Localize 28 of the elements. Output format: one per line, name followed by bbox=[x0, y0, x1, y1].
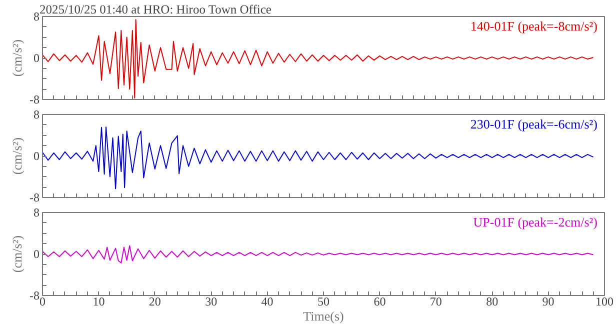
series-label: 230-01F (peak=-6cm/s²) bbox=[470, 116, 598, 132]
y-axis-title: (cm/s²) bbox=[10, 137, 25, 175]
x-tick-label: 10 bbox=[92, 294, 105, 308]
series-label: UP-01F (peak=-2cm/s²) bbox=[473, 214, 598, 230]
x-tick-label: 40 bbox=[261, 294, 274, 308]
y-tick-label: -8 bbox=[30, 190, 40, 204]
x-tick-label: 90 bbox=[542, 294, 554, 308]
series-label: 140-01F (peak=-8cm/s²) bbox=[470, 18, 598, 34]
x-tick-label: 50 bbox=[318, 294, 330, 308]
y-tick-label: -8 bbox=[30, 92, 40, 106]
line-series bbox=[42, 245, 594, 264]
x-axis-title: Time(s) bbox=[303, 308, 344, 324]
y-axis-title: (cm/s²) bbox=[10, 235, 25, 273]
x-tick-label: 100 bbox=[596, 294, 614, 308]
y-tick-label: 0 bbox=[34, 51, 40, 65]
y-axis-title: (cm/s²) bbox=[10, 39, 25, 77]
x-tick-label: 60 bbox=[374, 294, 386, 308]
x-tick-label: 20 bbox=[148, 294, 161, 308]
y-tick-label: 8 bbox=[34, 108, 40, 122]
y-tick-label: 8 bbox=[34, 10, 40, 24]
chart-title: 2025/10/25 01:40 at HRO: Hiroo Town Office bbox=[40, 2, 272, 16]
x-tick-label: 80 bbox=[486, 294, 498, 308]
x-tick-label: 70 bbox=[430, 294, 442, 308]
y-tick-label: 0 bbox=[34, 247, 40, 261]
y-tick-label: 0 bbox=[34, 149, 40, 163]
x-tick-label: 30 bbox=[205, 294, 218, 308]
y-tick-label: -8 bbox=[30, 288, 40, 302]
y-tick-label: 8 bbox=[34, 206, 40, 220]
